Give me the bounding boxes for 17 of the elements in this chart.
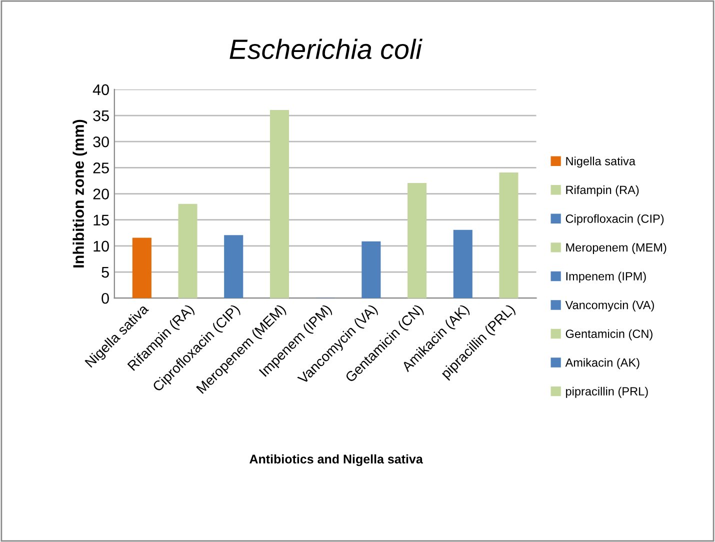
legend-label: Ciprofloxacin (CIP) <box>566 214 664 226</box>
legend-label: Meropenem (MEM) <box>566 242 666 254</box>
y-tick-label: 40 <box>92 84 109 96</box>
y-tick-label: 30 <box>93 136 109 148</box>
legend-label: Rifampin (RA) <box>566 185 639 196</box>
legend-label: Nigella sativa <box>566 156 636 168</box>
y-tick-label: 5 <box>102 267 109 278</box>
x-axis-title: Antibiotics and Nigella sativa <box>250 454 423 466</box>
y-tick-label: 35 <box>93 110 109 122</box>
y-tick-label: 25 <box>93 162 109 174</box>
y-tick-label: 20 <box>93 188 109 200</box>
legend-label: Impenem (IPM) <box>566 272 646 283</box>
y-tick-label: 15 <box>94 214 109 226</box>
y-tick-label: 10 <box>94 240 109 252</box>
y-axis-title: Inhibition zone (mm) <box>72 120 87 268</box>
chart-title: Escherichia coli <box>230 38 422 60</box>
y-tick-label: 0 <box>102 292 109 304</box>
